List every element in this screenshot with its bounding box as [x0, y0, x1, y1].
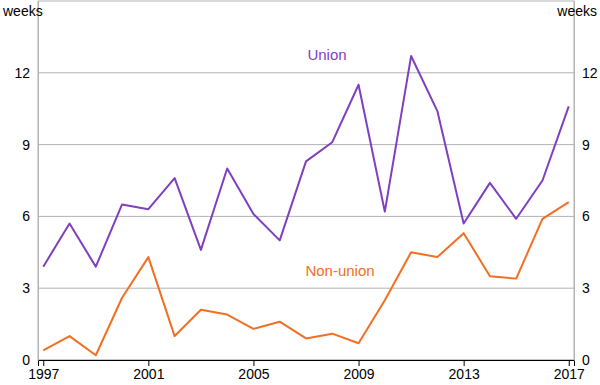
tick: 3: [574, 280, 590, 296]
tick-label: 2005: [238, 366, 269, 382]
series-line: [43, 56, 568, 267]
tick: 2005: [238, 360, 269, 382]
y-axis-label: weeks: [2, 3, 43, 19]
tick-label: 0: [22, 352, 30, 368]
series-label: Union: [307, 46, 346, 63]
y2-axis: 0 3 6 9 12: [574, 2, 598, 368]
tick-label: 6: [22, 208, 30, 224]
tick-label: 2013: [449, 366, 480, 382]
plot-frame: [38, 1, 574, 360]
tick-label: 2009: [343, 366, 374, 382]
tick: 6: [574, 208, 590, 224]
tick-label: 12: [582, 65, 598, 81]
tick-label: 1997: [28, 366, 59, 382]
x-axis: 1997 2001 2005 2009 2013 2017: [28, 360, 585, 382]
tick-label: 0: [582, 352, 590, 368]
tick: 2013: [449, 360, 480, 382]
tick: 12: [14, 65, 38, 81]
tick-label: 6: [582, 208, 590, 224]
tick: 2009: [343, 360, 374, 382]
tick: 1997: [28, 360, 59, 382]
tick-label: 2017: [554, 366, 585, 382]
tick: 0: [574, 352, 590, 368]
tick: 0: [22, 352, 38, 368]
tick-label: 3: [22, 280, 30, 296]
tick-label: 9: [22, 137, 30, 153]
tick: 9: [22, 137, 38, 153]
tick-label: 2001: [133, 366, 164, 382]
series-line: [43, 202, 568, 355]
tick: 2017: [554, 360, 585, 382]
grid-line: [38, 288, 574, 289]
grid-line: [38, 144, 574, 145]
tick: 9: [574, 137, 590, 153]
y-axis: 0 3 6 9 12: [14, 2, 38, 368]
grid-line: [38, 216, 574, 217]
axis-line: [38, 2, 39, 361]
axis-line: [39, 361, 575, 367]
axis-line: [574, 2, 575, 361]
tick-label: 9: [582, 137, 590, 153]
tick: 12: [574, 65, 598, 81]
y2-axis-label: weeks: [556, 3, 597, 19]
plot-area: [43, 56, 568, 355]
tick-label: 3: [582, 280, 590, 296]
series-label: Non-union: [305, 262, 374, 279]
tick: 6: [22, 208, 38, 224]
grid-line: [38, 72, 574, 73]
grid: [38, 73, 574, 360]
tick: 2001: [133, 360, 164, 382]
tick-label: 12: [14, 65, 30, 81]
tick: 3: [22, 280, 38, 296]
chart: 199720012005200920132017036912036912week…: [0, 0, 600, 385]
